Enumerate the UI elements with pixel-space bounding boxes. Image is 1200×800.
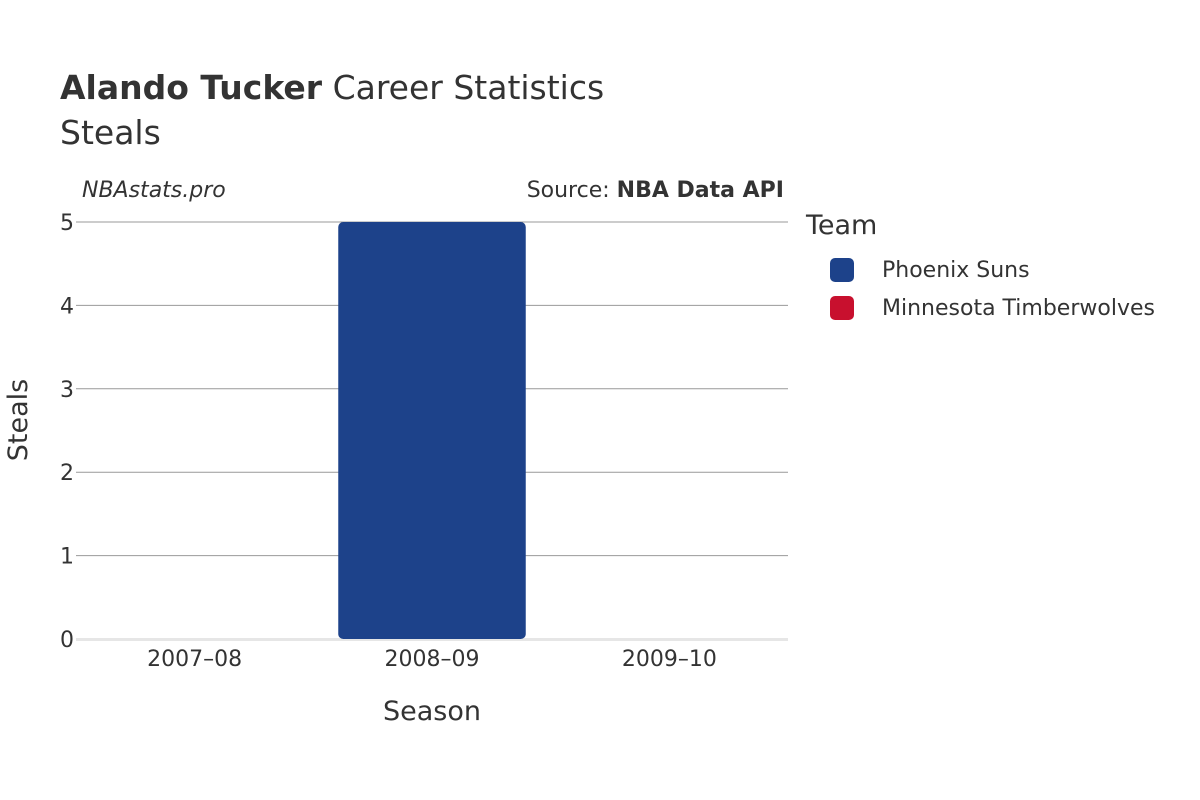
legend-item-minnesota-timberwolves[interactable]: Minnesota Timberwolves (806, 289, 1155, 327)
source-name: NBA Data API (616, 178, 784, 203)
chart-subtitle: Steals (60, 113, 161, 152)
y-tick-label: 4 (60, 294, 74, 319)
title-rest: Career Statistics (332, 68, 605, 107)
legend: Team Phoenix Suns Minnesota Timberwolves (806, 210, 1155, 327)
x-tick-label: 2008–09 (385, 647, 480, 672)
x-tick-label: 2007–08 (147, 647, 242, 672)
bar-phoenix-suns[interactable] (338, 222, 526, 639)
legend-item-phoenix-suns[interactable]: Phoenix Suns (806, 251, 1155, 289)
y-tick-label: 3 (60, 378, 74, 403)
legend-label: Minnesota Timberwolves (882, 295, 1155, 321)
x-axis-label: Season (383, 696, 481, 727)
legend-swatch (830, 258, 854, 282)
source-credit: Source: NBA Data API (527, 178, 784, 203)
y-tick-label: 2 (60, 461, 74, 486)
y-tick-label: 1 (60, 545, 74, 570)
source-prefix: Source: (526, 178, 617, 203)
y-axis-label: Steals (3, 379, 34, 461)
legend-title: Team (806, 210, 878, 241)
x-tick-labels: 2007–08 2008–09 2009–10 (147, 647, 717, 672)
watermark: NBAstats.pro (82, 178, 226, 203)
x-tick-label: 2009–10 (622, 647, 717, 672)
chart-title: Alando Tucker Career Statistics (60, 68, 604, 108)
player-name: Alando Tucker (60, 68, 323, 107)
y-tick-labels: 0 1 2 3 4 5 (60, 211, 74, 653)
bars (338, 222, 526, 639)
legend-label: Phoenix Suns (882, 257, 1030, 283)
y-tick-label: 5 (60, 211, 74, 236)
y-tick-label: 0 (60, 628, 74, 653)
legend-swatch (830, 296, 854, 320)
